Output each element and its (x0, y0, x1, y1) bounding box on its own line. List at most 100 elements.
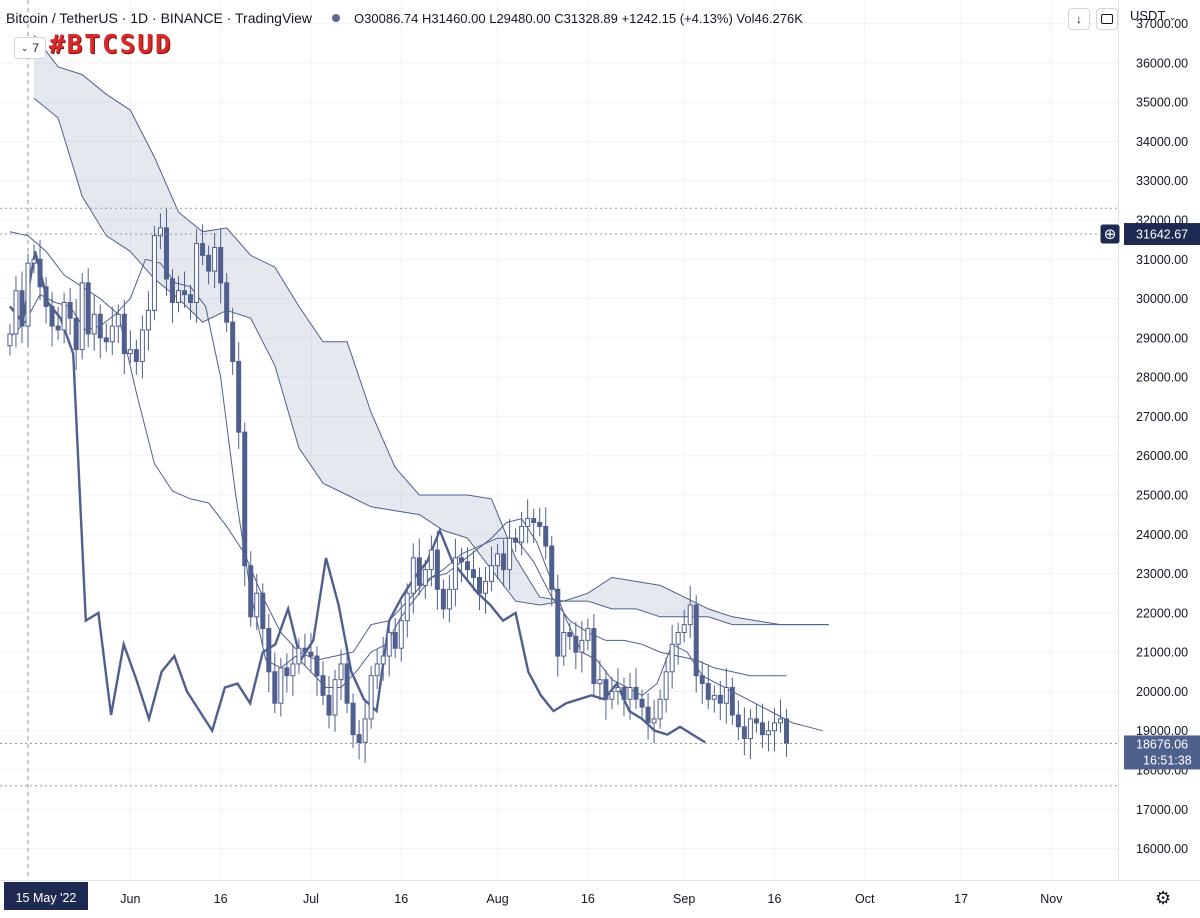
price-tick-label: 26000.00 (1136, 449, 1188, 463)
candle-body (121, 313, 127, 355)
candle (272, 652, 278, 714)
time-axis: 15 May '22 Jun 16 Jul 16 Aug 16 Sep 16 Oct 17 Nov (0, 880, 1200, 910)
candle-body (440, 588, 446, 610)
candle (410, 543, 416, 614)
candle (248, 551, 254, 627)
candle (501, 539, 507, 587)
candle (176, 276, 181, 313)
candle (67, 287, 73, 336)
candle-body (573, 635, 579, 653)
currency-selector[interactable]: USDT ⌄ (1130, 8, 1176, 23)
candle-body (507, 537, 513, 571)
candle (615, 668, 621, 705)
settings-gear-icon[interactable]: ⚙ (1155, 888, 1172, 908)
candle-body (139, 329, 145, 362)
time-tick-label: 15 May '22 (16, 891, 77, 905)
candle-body (344, 663, 350, 704)
candles (7, 208, 790, 763)
candle-body (254, 592, 260, 618)
candle (567, 622, 573, 650)
candle (25, 253, 31, 347)
candle (344, 644, 350, 714)
candle-body (687, 604, 693, 626)
candle-body (37, 258, 43, 288)
candle-body (308, 651, 314, 657)
time-tick-label: Jul (303, 892, 319, 906)
candle (392, 617, 398, 659)
candle (133, 339, 139, 375)
fullscreen-button[interactable] (1096, 8, 1118, 30)
candle-body (182, 290, 188, 296)
candle (169, 269, 175, 323)
candle-body (151, 235, 157, 311)
indicators-toggle-button[interactable]: ⌄ 7 (14, 37, 46, 59)
candle (368, 665, 374, 729)
candle-body (543, 525, 549, 547)
candle-body (428, 549, 434, 571)
candle (332, 669, 338, 732)
download-button[interactable]: ↓ (1068, 8, 1090, 30)
candle-body (645, 706, 651, 724)
chikou-line (8, 251, 706, 744)
candle-body (19, 290, 25, 327)
add-alert-button[interactable] (1099, 223, 1121, 245)
candle (230, 307, 236, 375)
price-tick-label: 22000.00 (1136, 606, 1188, 620)
candle-body (675, 632, 681, 645)
candle (603, 669, 609, 720)
candle (308, 632, 314, 673)
candle (284, 653, 290, 693)
candle-body (597, 679, 603, 685)
candle (657, 689, 663, 729)
candle (651, 699, 657, 744)
ohlc-readout: O30086.74 H31460.00 L29480.00 C31328.89 … (354, 10, 803, 26)
candle-body (13, 290, 19, 335)
candle (55, 306, 61, 340)
candle-body (157, 227, 163, 237)
crosshair-price-badge (1124, 223, 1200, 246)
candle-body (549, 545, 555, 590)
symbol-title[interactable]: Bitcoin / TetherUS · 1D · BINANCE · Trad… (6, 10, 313, 26)
candle-body (495, 553, 501, 567)
candle-body (693, 604, 699, 677)
candle-body (723, 687, 729, 704)
candle-body (483, 580, 489, 594)
candle-body (681, 624, 687, 634)
candle (573, 621, 579, 670)
chart-legend: Bitcoin / TetherUS · 1D · BINANCE · Trad… (6, 6, 803, 30)
arrow-down-icon: ↓ (1076, 12, 1082, 26)
candle-body (759, 722, 765, 736)
candle-body (266, 628, 272, 673)
candle-body (464, 561, 470, 571)
price-tick-label: 16000.00 (1136, 842, 1188, 856)
candle (458, 548, 464, 583)
time-tick-label: 16 (214, 892, 228, 906)
candle (350, 693, 356, 748)
candle (356, 720, 362, 760)
candle (296, 638, 302, 674)
candle (735, 700, 741, 741)
candle-body (392, 632, 398, 649)
candle (440, 579, 446, 619)
candle (464, 547, 470, 580)
candle (669, 625, 675, 689)
candle-body (639, 698, 645, 708)
candle (555, 574, 561, 677)
candle-body (49, 305, 55, 327)
candle (13, 276, 19, 348)
candle (338, 649, 344, 701)
candle (784, 709, 790, 757)
candle (127, 330, 133, 364)
candle (729, 677, 735, 725)
candle-body (778, 718, 783, 724)
candle (723, 668, 729, 724)
plus-circle-icon: ⊕ (1104, 225, 1117, 243)
price-tick-label: 29000.00 (1136, 331, 1188, 345)
candle-body (194, 243, 200, 303)
candle (452, 538, 458, 607)
candle-body (567, 632, 573, 637)
candle (759, 703, 765, 748)
price-tick-label: 28000.00 (1136, 371, 1188, 385)
candle-body (73, 317, 79, 351)
